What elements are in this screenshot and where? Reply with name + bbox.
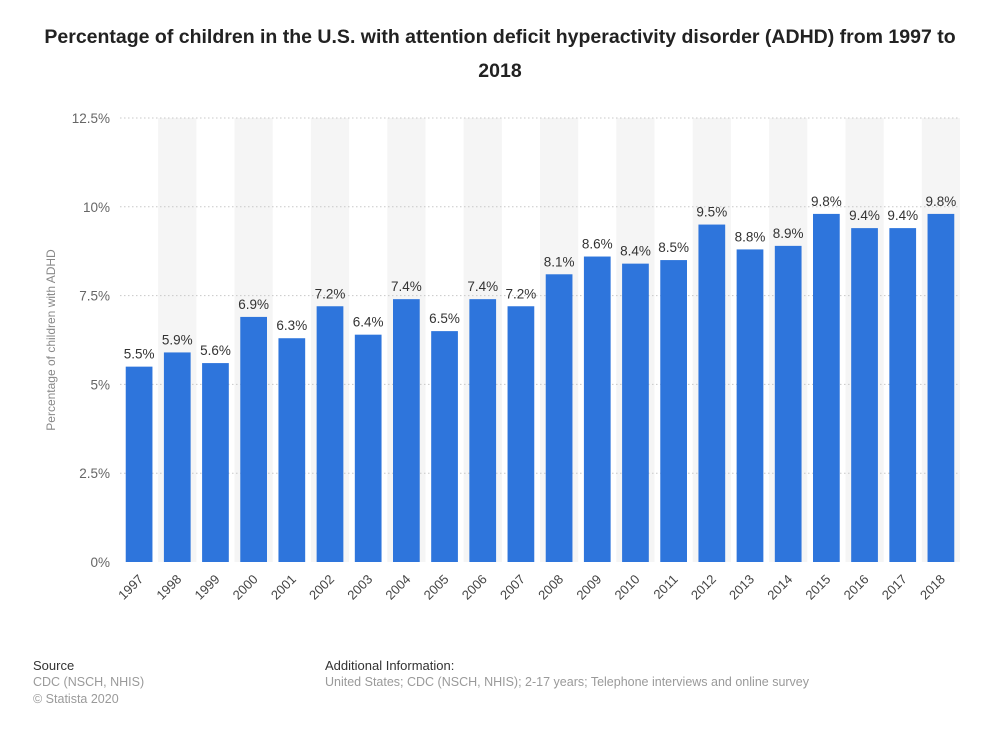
x-tick-label: 2010 xyxy=(612,572,643,603)
data-label: 6.9% xyxy=(238,297,269,312)
data-label: 5.6% xyxy=(200,343,231,358)
data-label: 6.4% xyxy=(353,315,384,330)
x-tick-label: 2004 xyxy=(382,572,413,603)
data-label: 7.2% xyxy=(506,286,537,301)
bar xyxy=(278,338,306,562)
bar xyxy=(163,352,191,562)
x-tick-label: 2013 xyxy=(726,572,757,603)
x-tick-label: 2018 xyxy=(917,572,948,603)
y-axis-label: Percentage of children with ADHD xyxy=(44,249,58,431)
data-label: 9.8% xyxy=(811,194,842,209)
source-line: CDC (NSCH, NHIS) xyxy=(33,675,145,689)
data-label: 9.4% xyxy=(849,208,880,223)
data-label: 9.4% xyxy=(887,208,918,223)
bar xyxy=(316,306,344,562)
data-label: 5.5% xyxy=(124,347,155,362)
x-tick-label: 1999 xyxy=(192,572,223,603)
data-label: 8.9% xyxy=(773,226,804,241)
bar xyxy=(736,249,764,562)
data-label: 7.2% xyxy=(315,286,346,301)
bar xyxy=(660,260,687,562)
x-tick-label: 2005 xyxy=(421,572,452,603)
data-label: 5.9% xyxy=(162,332,193,347)
bar xyxy=(431,331,458,562)
bar xyxy=(851,228,878,562)
y-tick-label: 7.5% xyxy=(79,289,110,304)
bar xyxy=(583,256,611,562)
x-tick-label: 2012 xyxy=(688,572,719,603)
bar xyxy=(698,224,726,562)
x-tick-label: 2007 xyxy=(497,572,528,603)
y-tick-label: 5% xyxy=(90,377,110,392)
x-tick-label: 1997 xyxy=(115,572,146,603)
x-tick-label: 2000 xyxy=(230,572,261,603)
y-tick-label: 12.5% xyxy=(72,111,110,126)
data-label: 9.5% xyxy=(696,205,727,220)
x-tick-label: 2002 xyxy=(306,572,337,603)
copyright-line: © Statista 2020 xyxy=(33,692,119,706)
x-tick-label: 2017 xyxy=(879,572,910,603)
bar xyxy=(507,306,535,562)
bar xyxy=(202,363,229,562)
bar xyxy=(354,334,382,562)
bar xyxy=(393,299,420,562)
x-tick-label: 1998 xyxy=(153,572,184,603)
bar xyxy=(889,228,917,562)
y-tick-label: 0% xyxy=(90,555,110,570)
x-tick-label: 2015 xyxy=(802,572,833,603)
x-tick-label: 2014 xyxy=(764,572,795,603)
data-label: 9.8% xyxy=(926,194,957,209)
additional-info-block: Additional Information: United States; C… xyxy=(325,657,809,691)
data-label: 8.8% xyxy=(735,229,766,244)
bar xyxy=(774,245,802,562)
bar xyxy=(622,263,649,562)
x-tick-label: 2001 xyxy=(268,572,299,603)
bar xyxy=(125,366,153,562)
additional-info-text: United States; CDC (NSCH, NHIS); 2-17 ye… xyxy=(325,675,810,689)
data-label: 8.4% xyxy=(620,244,651,259)
data-label: 6.5% xyxy=(429,311,460,326)
data-label: 8.5% xyxy=(658,240,689,255)
y-tick-label: 10% xyxy=(83,200,110,215)
x-tick-label: 2016 xyxy=(841,572,872,603)
additional-info-heading: Additional Information: xyxy=(325,658,455,673)
chart-title: Percentage of children in the U.S. with … xyxy=(44,26,956,82)
bar xyxy=(469,299,497,562)
source-heading: Source xyxy=(33,658,75,673)
bar xyxy=(927,213,955,563)
source-block: Source CDC (NSCH, NHIS) © Statista 2020 xyxy=(33,657,144,708)
x-tick-label: 2006 xyxy=(459,572,490,603)
x-tick-label: 2011 xyxy=(650,572,680,602)
x-tick-label: 2003 xyxy=(344,572,375,603)
bar xyxy=(240,316,267,562)
bar xyxy=(545,274,573,562)
bar-chart: 0% 2.5% 5% 7.5% 10% 12.5% Percentage of childr… xyxy=(44,111,960,603)
x-tick-label: 2009 xyxy=(573,572,604,603)
x-tick-label: 2008 xyxy=(535,572,566,603)
data-label: 8.1% xyxy=(544,254,575,269)
data-label: 7.4% xyxy=(391,279,422,294)
data-label: 8.6% xyxy=(582,237,613,252)
bar xyxy=(813,213,840,563)
data-label: 7.4% xyxy=(467,279,498,294)
y-tick-label: 2.5% xyxy=(79,466,110,481)
data-label: 6.3% xyxy=(276,318,307,333)
